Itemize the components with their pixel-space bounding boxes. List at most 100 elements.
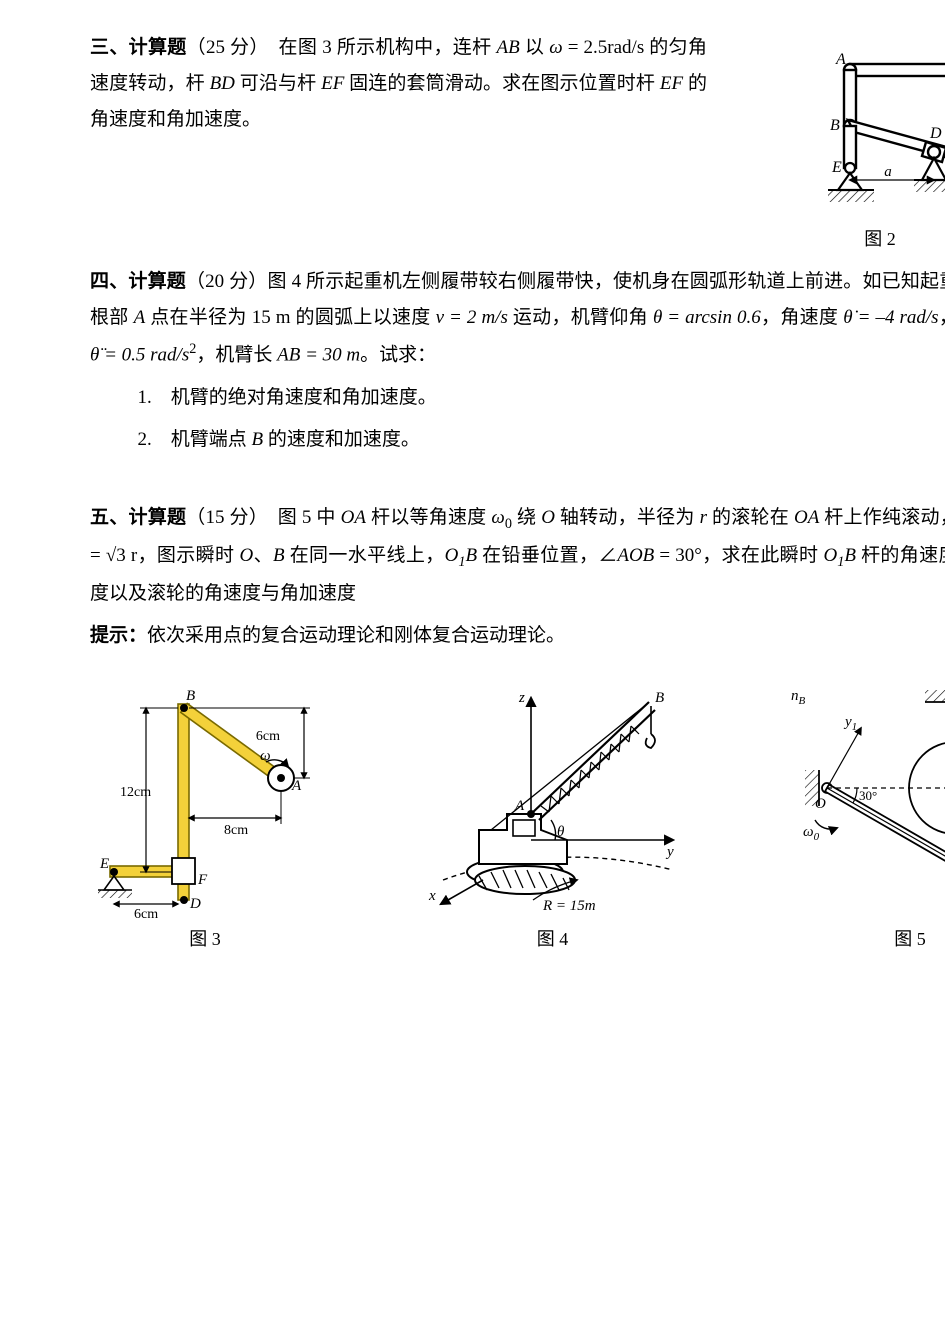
q5-r: r <box>700 507 707 528</box>
q3-BD: BD <box>210 73 235 94</box>
q3-omega: ω <box>549 37 562 58</box>
q4-AB: AB = 30 m <box>277 345 360 366</box>
fig5-svg: O1 B r O x1 A y1 <box>785 680 945 920</box>
q4-l1e: ，角加速度 <box>939 307 945 328</box>
q3-t4: 可沿与杆 <box>235 73 321 94</box>
q5-eq: = √3 r <box>90 545 137 566</box>
fig3-8cm: 8cm <box>224 823 248 838</box>
q4-l1b: 点在半径为 15 m 的圆弧上以速度 <box>145 307 435 328</box>
q3-AB: AB <box>497 37 520 58</box>
fig3-E: E <box>99 856 109 872</box>
q3-omega-val: = 2.5rad/s <box>563 37 645 58</box>
q5-B: B <box>273 545 285 566</box>
fig3-B: B <box>186 688 195 704</box>
fig4-A: A <box>514 798 525 814</box>
q5-O1B3: O <box>823 545 837 566</box>
q4-i2B: B <box>252 429 264 450</box>
q5-O1B3t: B <box>844 545 856 566</box>
q5-heading: 五、计算题 <box>90 507 186 528</box>
fig4-B: B <box>655 690 664 706</box>
q5-l1i: 在铅垂位置，∠ <box>477 545 617 566</box>
fig3-F: F <box>197 872 208 888</box>
q5-dot: 、 <box>253 545 273 566</box>
q5-l1h: 在同一水平线上， <box>285 545 445 566</box>
fig3-12cm: 12cm <box>120 785 151 800</box>
q5-O1B2t: B <box>465 545 477 566</box>
q5-AOB: AOB <box>617 545 654 566</box>
fig5-w0: ω0 <box>803 824 820 843</box>
q4-i2b: 的速度和加速度。 <box>263 429 420 450</box>
fig4-theta: θ <box>557 824 565 840</box>
q5-O: O <box>541 507 555 528</box>
q5-l1e: 的滚轮在 <box>707 507 794 528</box>
q3-t1: 在图 3 所示机构中，连杆 <box>279 37 497 58</box>
q4-i2a: 2. 机臂端点 <box>138 429 252 450</box>
q4-theta: θ = arcsin 0.6 <box>653 307 761 328</box>
q5-hint: 提示：依次采用点的复合运动理论和刚体复合运动理论。 <box>90 618 945 654</box>
fig3-6cmR: 6cm <box>256 729 280 744</box>
q5-l1f: 杆上作纯滚动，已知 <box>819 507 945 528</box>
q3-t2: 以 <box>520 37 549 58</box>
fig4-R: R = 15m <box>542 898 596 914</box>
q5-OA2: OA <box>794 507 819 528</box>
q3-text: 三、计算题（25 分） 在图 3 所示机构中，连杆 AB 以 ω = 2.5ra… <box>90 30 725 144</box>
fig2-D: D <box>929 125 942 142</box>
q4-l1f: ，机臂长 <box>196 345 277 366</box>
fig3-D: D <box>189 896 201 912</box>
fig3-6cmB: 6cm <box>134 907 158 920</box>
fig4-z: z <box>518 690 525 706</box>
fig5-y1: y1 <box>843 714 857 733</box>
fig5-O: O <box>815 796 826 812</box>
q4-thetaddot: θ̈ = 0.5 rad/s <box>90 345 189 366</box>
fig2-caption: 图 2 <box>725 222 945 256</box>
fig5-cell: O1 B r O x1 A y1 <box>785 680 945 956</box>
q4-A: A <box>134 307 146 328</box>
q5-l1g: ，图示瞬时 <box>137 545 239 566</box>
fig5-ang: 30° <box>859 788 877 803</box>
q5-w0s: 0 <box>505 516 512 532</box>
fig3-cell: B A ω E F D 12cm <box>90 680 320 956</box>
fig3-omega: ω <box>260 748 271 764</box>
fig3-caption: 图 3 <box>90 922 320 956</box>
q4-heading: 四、计算题 <box>90 271 186 292</box>
q3-heading: 三、计算题 <box>90 37 187 58</box>
q4-l1d: ，角速度 <box>761 307 843 328</box>
fig2-A: A <box>835 51 846 68</box>
q5-w0: ω <box>491 507 504 528</box>
q5-hint-body: 依次采用点的复合运动理论和刚体复合运动理论。 <box>147 625 565 646</box>
q4-points: （20 分） <box>186 271 268 292</box>
q5-O1B2: O <box>445 545 459 566</box>
fig4-cell: A B z <box>423 680 683 956</box>
fig2-a1: a <box>884 164 892 180</box>
fig2-E: E <box>831 159 842 176</box>
q5-l1a: 图 5 中 <box>278 507 341 528</box>
q4-thetadot: θ̇ = –4 rad/s <box>843 307 938 328</box>
q3-para: 三、计算题（25 分） 在图 3 所示机构中，连杆 AB 以 ω = 2.5ra… <box>90 30 707 138</box>
q4-l1g: 。试求： <box>360 345 436 366</box>
q5-l1c: 绕 <box>512 507 541 528</box>
q3-EF: EF <box>321 73 344 94</box>
fig4-y: y <box>665 844 674 860</box>
fig3-A: A <box>291 778 302 794</box>
q4-item1: 1. 机臂的绝对角速度和角加速度。 <box>90 380 945 416</box>
q4-l1c: 运动，机臂仰角 <box>508 307 653 328</box>
q5-hint-label: 提示： <box>90 625 147 646</box>
fig4-caption: 图 4 <box>423 922 683 956</box>
fig2-B: B <box>830 117 840 134</box>
q3-points: （25 分） <box>187 37 260 58</box>
q5-O2: O <box>240 545 254 566</box>
q3-t5: 固连的套筒滑动。求在图示位置时杆 <box>344 73 660 94</box>
fig4-x: x <box>428 888 436 904</box>
fig5-caption: 图 5 <box>785 922 945 956</box>
fig4-svg: A B z <box>423 680 683 920</box>
q5-l1d: 轴转动，半径为 <box>555 507 700 528</box>
q5-points: （15 分） <box>186 507 258 528</box>
q4-v: v = 2 m/s <box>436 307 508 328</box>
q5-para: 五、计算题（15 分） 图 5 中 OA 杆以等角速度 ω0 绕 O 轴转动，半… <box>90 500 945 612</box>
q4-para: 四、计算题（20 分）图 4 所示起重机左侧履带较右侧履带快，使机身在圆弧形轨道… <box>90 264 945 374</box>
fig3-svg: B A ω E F D 12cm <box>90 680 320 920</box>
figures-row: B A ω E F D 12cm <box>90 680 945 956</box>
fig2-col: O δφ A B D C <box>725 30 945 256</box>
q3-block: 三、计算题（25 分） 在图 3 所示机构中，连杆 AB 以 ω = 2.5ra… <box>90 30 945 256</box>
q4-item2: 2. 机臂端点 B 的速度和加速度。 <box>90 422 945 458</box>
